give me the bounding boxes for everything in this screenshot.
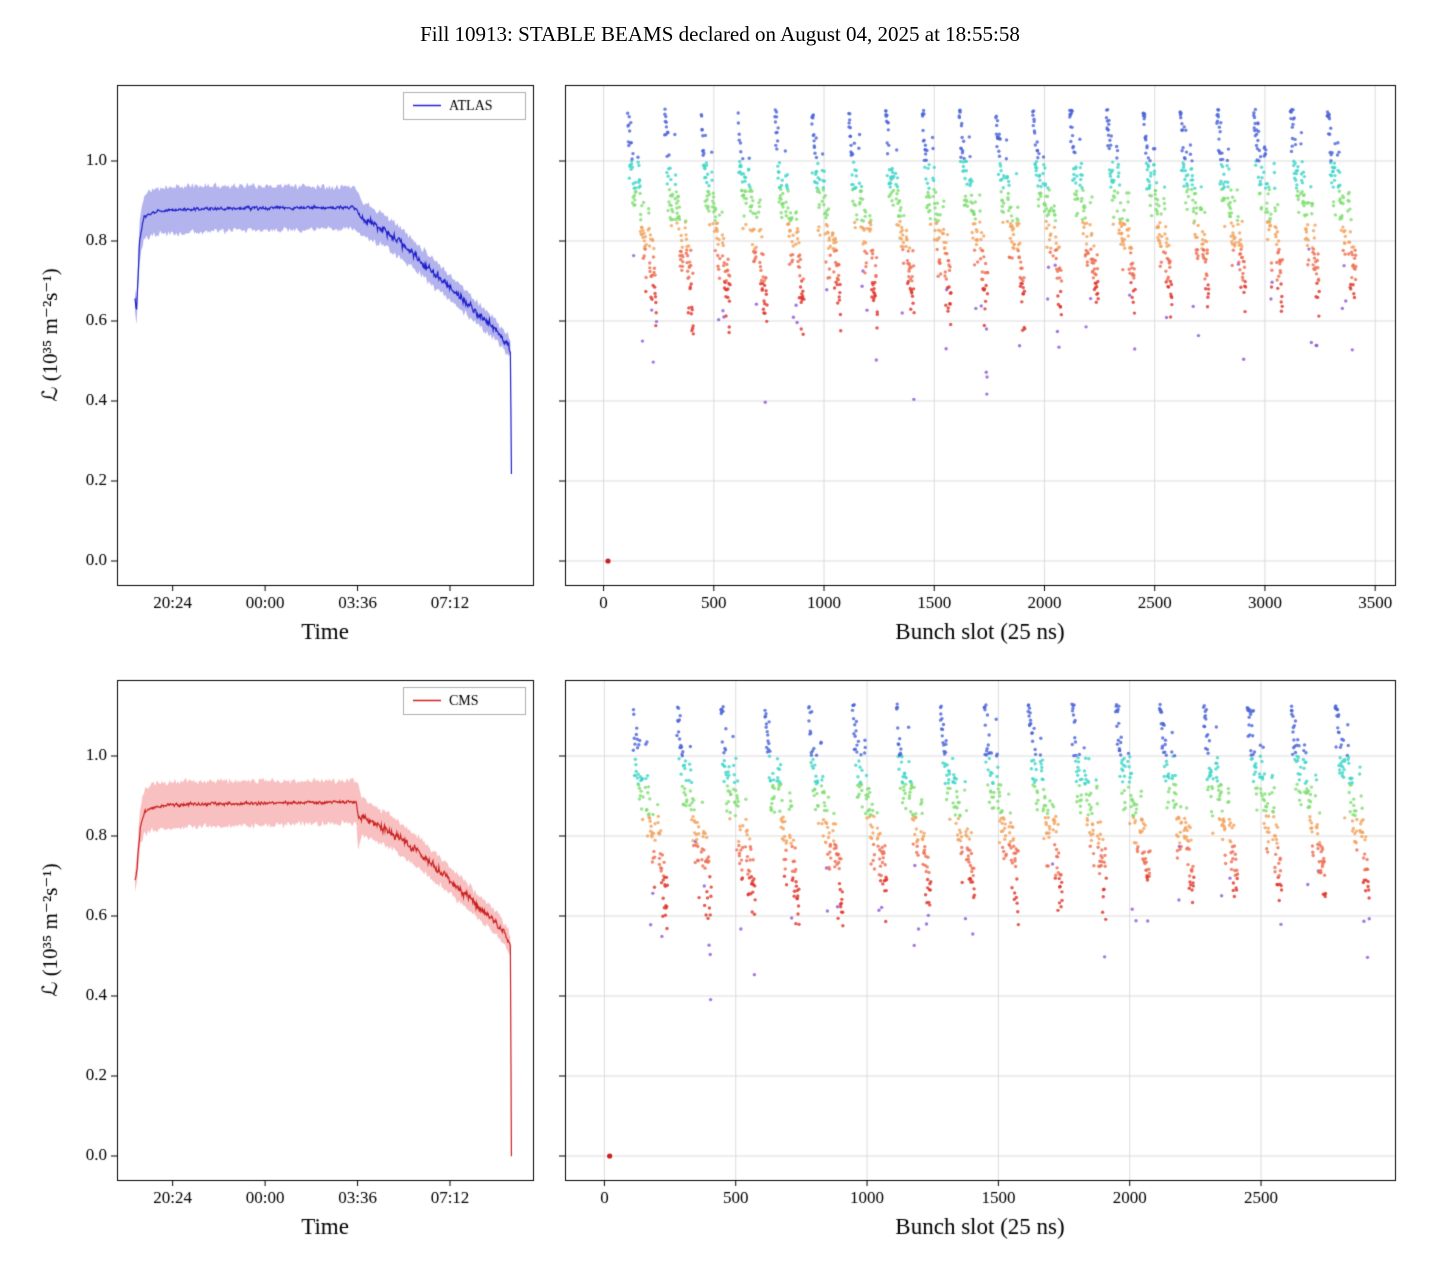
figure-title: Fill 10913: STABLE BEAMS declared on Aug…: [420, 22, 1020, 46]
